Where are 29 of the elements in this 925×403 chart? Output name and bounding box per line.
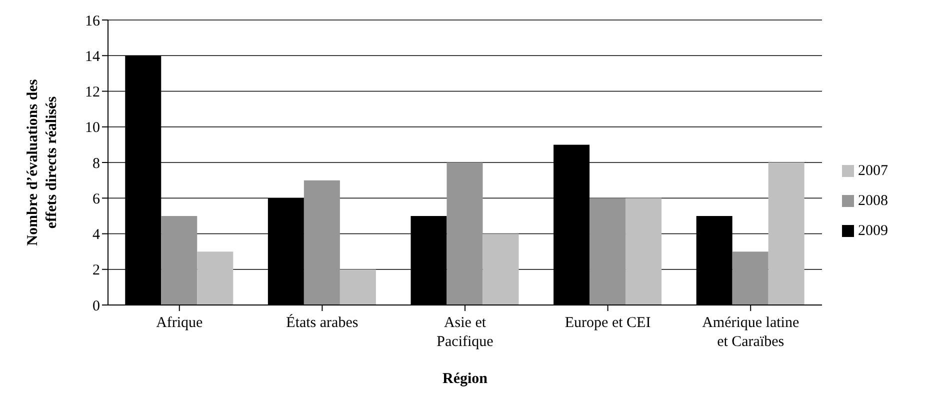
y-tick-label: 4	[92, 227, 100, 244]
legend-label: 2009	[858, 222, 888, 238]
bar	[732, 252, 768, 305]
x-tick-label: Amérique latine et Caraïbes	[702, 315, 800, 350]
y-tick-label: 6	[92, 191, 100, 208]
bar	[482, 234, 519, 305]
y-tick-label: 10	[85, 120, 100, 136]
y-tick-label: 8	[92, 156, 100, 172]
bar	[304, 180, 340, 305]
x-tick-label: Afrique	[156, 315, 204, 331]
bar	[340, 269, 376, 305]
y-tick-label: 14	[85, 48, 100, 65]
x-axis-title: Région	[442, 371, 488, 387]
y-tick-label: 12	[85, 84, 100, 101]
x-tick-label: Asie et Pacifique	[436, 315, 494, 350]
bar	[161, 216, 198, 305]
y-axis-title: Nombre d’évaluations des effets directs réalisés	[25, 79, 60, 246]
y-tick-label: 0	[92, 298, 100, 314]
bar	[446, 162, 483, 305]
legend-label: 2008	[858, 192, 888, 208]
bar	[197, 252, 234, 305]
bar	[626, 198, 662, 305]
legend-label: 2007	[858, 162, 888, 178]
bar	[590, 198, 626, 305]
bar	[768, 162, 804, 305]
x-tick-label: États arabes	[286, 314, 358, 331]
y-tick-label: 2	[92, 262, 100, 279]
x-tick-label: Europe et CEI	[564, 315, 651, 331]
y-tick-label: 16	[85, 13, 100, 30]
